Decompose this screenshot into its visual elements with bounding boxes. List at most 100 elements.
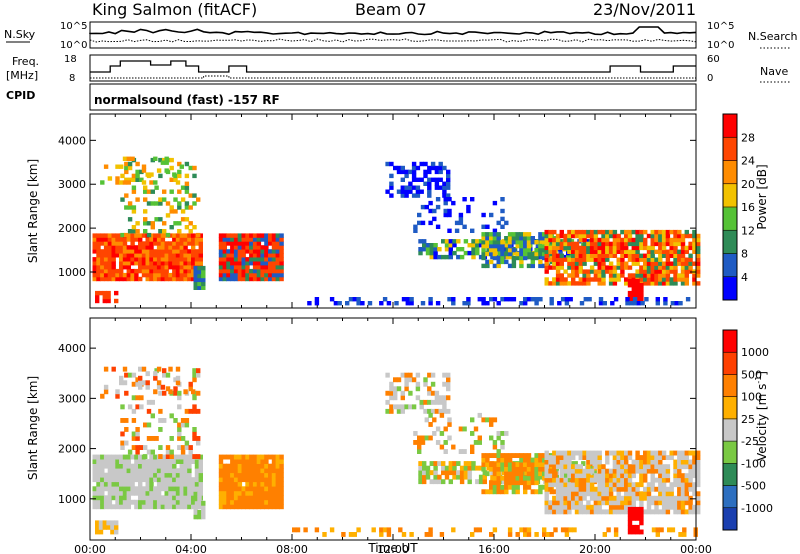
heatmap-cell [126,237,131,242]
heatmap-cell [438,395,443,401]
heatmap-cell [466,297,471,302]
heatmap-cell [680,261,686,266]
heatmap-cell [141,472,147,478]
heatmap-cell [624,495,629,501]
heatmap-cell [201,505,206,511]
heatmap-cell [433,243,438,248]
heatmap-cell [187,261,192,266]
heatmap-cell [124,418,129,423]
heatmap-cell [597,273,602,278]
cpid-label: CPID [6,89,35,102]
heatmap-cell [138,472,143,478]
heatmap-cell [511,232,517,237]
heatmap-cell [114,290,119,296]
heatmap-cell [434,399,440,405]
heatmap-cell [120,440,125,446]
heatmap-cell [462,426,467,432]
heatmap-cell [624,245,629,251]
heatmap-cell [135,377,140,383]
heatmap-cell [669,241,674,247]
heatmap-cell [191,276,196,282]
heatmap-cell [415,165,421,171]
heatmap-cell [126,180,131,185]
heatmap-cell [145,490,150,496]
heatmap-cell [130,454,135,460]
heatmap-cell [669,500,674,506]
heatmap-cell [489,453,494,458]
heatmap-cell [443,449,448,454]
heatmap-cell [548,281,553,286]
heatmap-cell [252,257,258,262]
heatmap-cell [597,509,602,515]
heatmap-cell [183,477,188,483]
heatmap-cell [131,395,137,401]
heatmap-cell [665,269,671,274]
heatmap-cell [482,470,487,476]
heatmap-cell [183,389,188,395]
heatmap-cell [245,459,250,464]
heatmap-cell [237,261,243,266]
heatmap-cell [574,504,580,510]
heatmap-cell [411,161,417,167]
heatmap-cell [169,157,174,163]
heatmap-cell [428,301,433,306]
heatmap-cell [103,245,109,250]
heatmap-cell [569,461,575,466]
heatmap-cell [230,233,235,238]
heatmap-cell [175,276,181,282]
heatmap-cell [141,459,147,464]
heatmap-cell [96,249,101,254]
heatmap-cell [245,468,250,474]
heatmap-cell [448,461,453,466]
heatmap-cell [95,520,100,526]
heatmap-cell [103,486,109,492]
heatmap-cell [135,381,140,387]
heatmap-cell [673,468,678,474]
heatmap-cell [627,486,633,492]
heatmap-cell [636,301,642,306]
heatmap-cell [441,470,446,476]
heatmap-cell [196,440,201,446]
heatmap-cell [511,480,517,486]
heatmap-cell [222,249,227,254]
heatmap-cell [446,381,451,387]
heatmap-cell [563,257,568,262]
heatmap-cell [478,243,484,248]
heatmap-cell [692,237,697,243]
heatmap-cell [574,281,580,286]
heatmap-cell [115,276,120,282]
heatmap-cell [658,468,663,474]
heatmap-cell [452,239,457,244]
heatmap-cell [588,474,594,480]
heatmap-cell [256,241,262,246]
heatmap-cell [193,277,198,283]
heatmap-cell [665,277,671,282]
heatmap-cell [433,479,438,485]
heatmap-cell [102,290,107,296]
heatmap-cell [245,490,250,496]
heatmap-cell [616,495,621,501]
power-colorbar-label: Power [dB] [755,164,769,229]
heatmap-cell [654,249,659,254]
heatmap-cell [462,224,467,229]
heatmap-cell [175,261,181,266]
heatmap-cell [230,276,235,282]
heatmap-cell [158,454,163,459]
heatmap-cell [624,464,629,470]
heatmap-cell [201,285,206,290]
heatmap-cell [98,529,104,535]
heatmap-cell [433,465,438,471]
heatmap-cell [605,459,610,465]
heatmap-cell [559,477,564,483]
heatmap-cell [548,486,553,492]
heatmap-cell [256,237,262,242]
heatmap-cell [438,408,443,414]
heatmap-cell [271,261,277,266]
heatmap-cell [408,390,413,396]
heatmap-cell [507,247,513,253]
heatmap-cell [567,509,572,515]
heatmap-cell [124,177,129,182]
heatmap-cell [389,386,394,392]
heatmap-cell [589,245,595,251]
heatmap-cell [389,381,394,387]
